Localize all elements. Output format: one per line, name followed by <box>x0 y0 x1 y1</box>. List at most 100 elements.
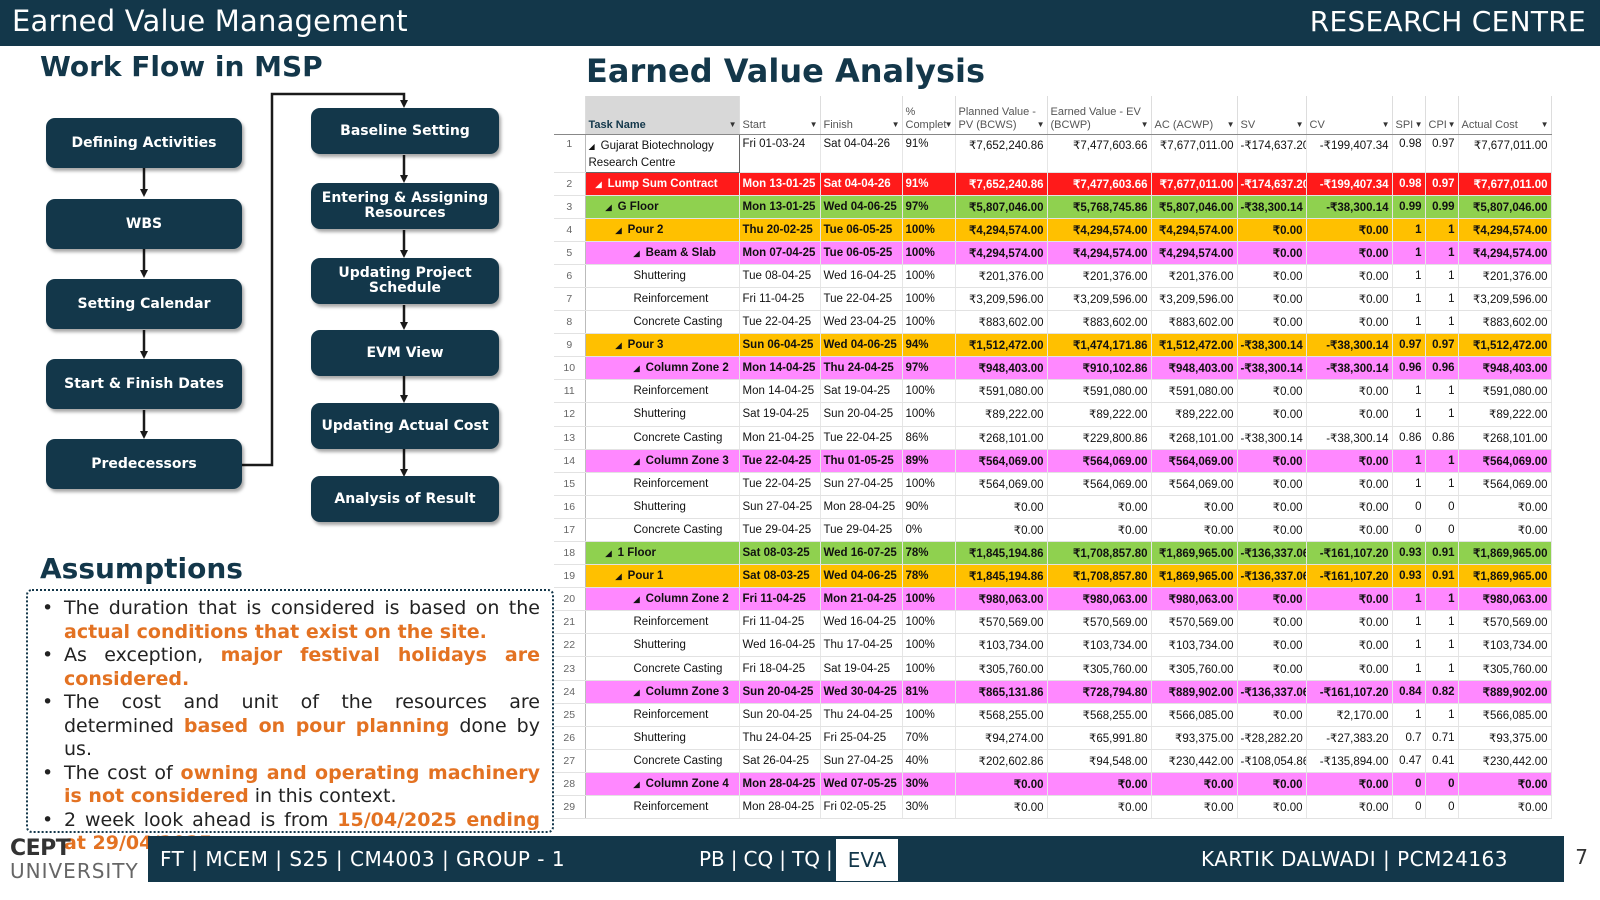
cell-ev[interactable]: ₹94,548.00 <box>1047 749 1152 773</box>
task-name-cell[interactable]: Reinforcement <box>585 610 740 635</box>
cell-finish[interactable]: Wed 07-05-25 <box>820 772 903 797</box>
cell-ac[interactable]: ₹0.00 <box>1151 518 1238 543</box>
cell-cpi[interactable]: 0 <box>1425 518 1459 543</box>
cell-actual[interactable]: ₹0.00 <box>1458 518 1552 543</box>
cell-start[interactable]: Sat 19-04-25 <box>739 402 821 427</box>
table-row[interactable]: 3 ◢ G Floor Mon 13-01-25 Wed 04-06-25 97% ₹5,8… <box>554 195 1552 219</box>
cell-start[interactable]: Mon 28-04-25 <box>739 795 821 820</box>
cell-ac[interactable]: ₹7,677,011.00 <box>1151 134 1238 173</box>
cell-pct[interactable]: 81% <box>902 680 956 704</box>
cell-pct[interactable]: 100% <box>902 402 956 427</box>
cell-spi[interactable]: 1 <box>1392 703 1426 727</box>
cell-pv[interactable]: ₹1,845,194.86 <box>955 541 1048 566</box>
cell-finish[interactable]: Sat 19-04-25 <box>820 379 903 404</box>
cell-ev[interactable]: ₹1,708,857.80 <box>1047 564 1152 589</box>
cell-spi[interactable]: 1 <box>1392 241 1426 265</box>
cell-pv[interactable]: ₹564,069.00 <box>955 449 1048 473</box>
cell-cpi[interactable]: 0.96 <box>1425 356 1459 381</box>
cell-sv[interactable]: ₹0.00 <box>1237 241 1307 265</box>
cell-ac[interactable]: ₹103,734.00 <box>1151 633 1238 658</box>
collapse-triangle-icon[interactable]: ◢ <box>605 202 612 212</box>
cell-cv[interactable]: -₹38,300.14 <box>1306 426 1393 450</box>
cell-cpi[interactable]: 1 <box>1425 449 1459 473</box>
cell-pct[interactable]: 100% <box>902 633 956 658</box>
task-name-cell[interactable]: Reinforcement <box>585 472 740 496</box>
cell-ac[interactable]: ₹4,294,574.00 <box>1151 218 1238 242</box>
cell-cpi[interactable]: 0.71 <box>1425 726 1459 750</box>
cell-ev[interactable]: ₹0.00 <box>1047 518 1152 543</box>
cell-ac[interactable]: ₹1,869,965.00 <box>1151 564 1238 589</box>
cell-ac[interactable]: ₹564,069.00 <box>1151 449 1238 473</box>
cell-cpi[interactable]: 1 <box>1425 610 1459 635</box>
cell-ev[interactable]: ₹591,080.00 <box>1047 379 1152 404</box>
cell-actual[interactable]: ₹0.00 <box>1458 772 1552 797</box>
cell-sv[interactable]: -₹136,337.06 <box>1237 541 1307 566</box>
cell-pct[interactable]: 90% <box>902 495 956 519</box>
cell-ev[interactable]: ₹1,708,857.80 <box>1047 541 1152 566</box>
col-header-cpi[interactable]: CPI ▼ <box>1425 96 1459 135</box>
table-row[interactable]: 14 ◢ Column Zone 3 Tue 22-04-25 Thu 01-05-25… <box>554 449 1552 473</box>
cell-start[interactable]: Wed 16-04-25 <box>739 633 821 658</box>
cell-spi[interactable]: 0.96 <box>1392 356 1426 381</box>
cell-actual[interactable]: ₹201,376.00 <box>1458 264 1552 288</box>
cell-pct[interactable]: 100% <box>902 587 956 612</box>
tab-tq[interactable]: TQ <box>792 847 820 871</box>
cell-ev[interactable]: ₹568,255.00 <box>1047 703 1152 727</box>
cell-start[interactable]: Tue 22-04-25 <box>739 472 821 496</box>
cell-pv[interactable]: ₹568,255.00 <box>955 703 1048 727</box>
cell-ac[interactable]: ₹3,209,596.00 <box>1151 287 1238 312</box>
cell-pct[interactable]: 30% <box>902 772 956 797</box>
cell-cpi[interactable]: 1 <box>1425 587 1459 612</box>
cell-actual[interactable]: ₹230,442.00 <box>1458 749 1552 773</box>
cell-actual[interactable]: ₹889,902.00 <box>1458 680 1552 704</box>
cell-start[interactable]: Fri 01-03-24 <box>739 134 821 173</box>
cell-sv[interactable]: ₹0.00 <box>1237 518 1307 543</box>
cell-finish[interactable]: Wed 04-06-25 <box>820 195 903 219</box>
cell-cpi[interactable]: 1 <box>1425 703 1459 727</box>
cell-finish[interactable]: Sun 20-04-25 <box>820 402 903 427</box>
cell-actual[interactable]: ₹3,209,596.00 <box>1458 287 1552 312</box>
cell-pv[interactable]: ₹883,602.00 <box>955 310 1048 335</box>
cell-spi[interactable]: 1 <box>1392 218 1426 242</box>
cell-ac[interactable]: ₹566,085.00 <box>1151 703 1238 727</box>
cell-cv[interactable]: -₹199,407.34 <box>1306 134 1393 173</box>
col-header-percent-complete[interactable]: % Complet ▼ <box>902 96 956 135</box>
cell-spi[interactable]: 0.7 <box>1392 726 1426 750</box>
cell-pv[interactable]: ₹1,512,472.00 <box>955 333 1048 358</box>
task-name-cell[interactable]: ◢ Column Zone 2 <box>585 587 740 612</box>
cell-pv[interactable]: ₹570,569.00 <box>955 610 1048 635</box>
cell-sv[interactable]: ₹0.00 <box>1237 703 1307 727</box>
cell-pct[interactable]: 89% <box>902 449 956 473</box>
cell-actual[interactable]: ₹591,080.00 <box>1458 379 1552 404</box>
cell-cpi[interactable]: 1 <box>1425 472 1459 496</box>
cell-sv[interactable]: ₹0.00 <box>1237 633 1307 658</box>
table-row[interactable]: 6 Shuttering Tue 08-04-25 Wed 16-04-25 100% ₹… <box>554 264 1552 288</box>
cell-spi[interactable]: 0.99 <box>1392 195 1426 219</box>
cell-pv[interactable]: ₹5,807,046.00 <box>955 195 1048 219</box>
collapse-triangle-icon[interactable]: ◢ <box>633 595 640 605</box>
table-row[interactable]: 22 Shuttering Wed 16-04-25 Thu 17-04-25 100%… <box>554 633 1552 658</box>
cell-ev[interactable]: ₹7,477,603.66 <box>1047 134 1152 173</box>
cell-sv[interactable]: ₹0.00 <box>1237 310 1307 335</box>
task-name-cell[interactable]: ◢ Column Zone 2 <box>585 356 740 381</box>
cell-pv[interactable]: ₹0.00 <box>955 772 1048 797</box>
cell-cv[interactable]: ₹0.00 <box>1306 241 1393 265</box>
cell-pv[interactable]: ₹1,845,194.86 <box>955 564 1048 589</box>
col-header-sv[interactable]: SV ▼ <box>1237 96 1307 135</box>
cell-ev[interactable]: ₹1,474,171.86 <box>1047 333 1152 358</box>
cell-pct[interactable]: 100% <box>902 703 956 727</box>
cell-spi[interactable]: 1 <box>1392 264 1426 288</box>
cell-cv[interactable]: ₹0.00 <box>1306 587 1393 612</box>
cell-pv[interactable]: ₹103,734.00 <box>955 633 1048 658</box>
cell-cv[interactable]: ₹0.00 <box>1306 310 1393 335</box>
cell-cpi[interactable]: 0.91 <box>1425 564 1459 589</box>
table-row[interactable]: 12 Shuttering Sat 19-04-25 Sun 20-04-25 100%… <box>554 402 1552 427</box>
cell-cpi[interactable]: 1 <box>1425 310 1459 335</box>
col-header-cv[interactable]: CV ▼ <box>1306 96 1393 135</box>
cell-sv[interactable]: -₹38,300.14 <box>1237 195 1307 219</box>
cell-cpi[interactable]: 1 <box>1425 264 1459 288</box>
task-name-cell[interactable]: Concrete Casting <box>585 426 740 450</box>
cell-start[interactable]: Mon 13-01-25 <box>739 172 821 196</box>
cell-ev[interactable]: ₹980,063.00 <box>1047 587 1152 612</box>
table-row[interactable]: 21 Reinforcement Fri 11-04-25 Wed 16-04-25 1… <box>554 610 1552 635</box>
